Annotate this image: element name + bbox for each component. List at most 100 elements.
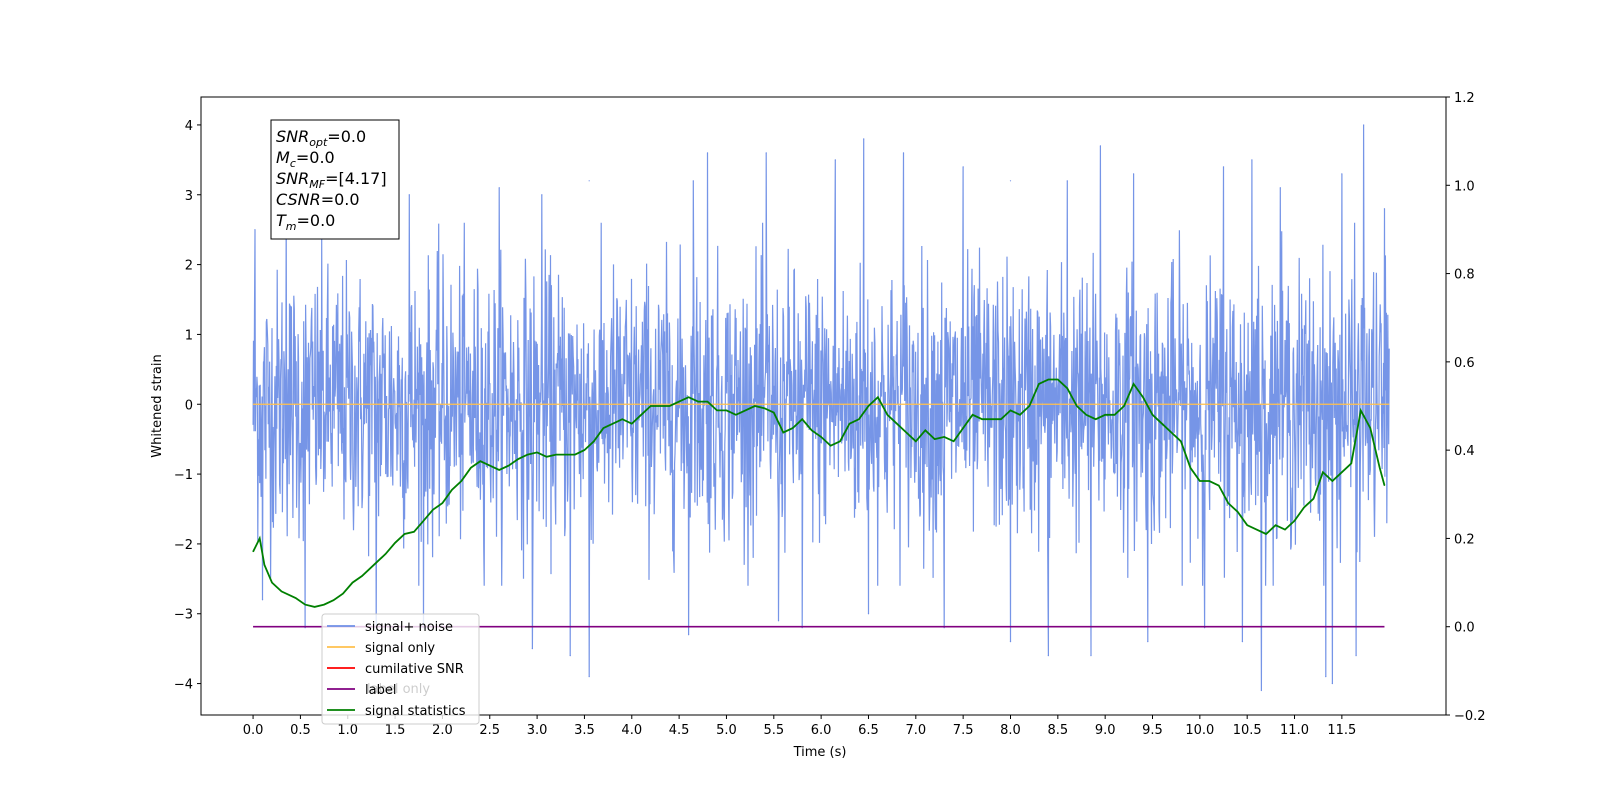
signal-noise-spike-point: [863, 138, 865, 140]
x-tick-label: 1.0: [337, 723, 358, 738]
signal-statistics-point: [953, 440, 955, 442]
signal-statistics-point: [782, 431, 784, 433]
signal-statistics-point: [1284, 529, 1286, 531]
signal-statistics-point: [574, 454, 576, 456]
x-tick-label: 2.0: [432, 723, 453, 738]
signal-statistics-point: [981, 418, 983, 420]
signal-noise-spike-point: [1355, 655, 1357, 657]
signal-statistics-point: [565, 454, 567, 456]
signal-statistics-point: [972, 414, 974, 416]
signal-noise-spike-point: [261, 599, 264, 601]
info-line-symbol: SNR: [276, 169, 309, 188]
signal-statistics-point: [1095, 418, 1097, 420]
signal-statistics-point: [716, 409, 718, 411]
x-tick-label: 11.0: [1280, 723, 1309, 738]
signal-statistics-point: [295, 597, 297, 599]
signal-statistics-point: [1360, 409, 1362, 411]
signal-statistics-point: [1019, 414, 1021, 416]
signal-statistics-point: [877, 396, 879, 398]
signal-statistics-point: [1256, 529, 1258, 531]
signal-statistics-point: [631, 423, 633, 425]
signal-noise-spike-point: [1047, 655, 1049, 657]
signal-noise-spike-point: [1222, 166, 1225, 168]
signal-noise-spike-point: [531, 648, 533, 650]
signal-statistics-point: [536, 451, 538, 453]
signal-statistics-point: [697, 401, 699, 403]
signal-statistics-point: [1180, 440, 1182, 442]
signal-statistics-point: [361, 575, 363, 577]
signal-statistics-point: [858, 418, 860, 420]
y-tick-label: −3: [174, 608, 193, 623]
info-line-value: =[4.17]: [325, 169, 387, 188]
signal-statistics-point: [333, 599, 335, 601]
info-box-line: SNRMF=[4.17]: [276, 169, 387, 191]
signal-noise-spike-point: [1099, 145, 1102, 147]
signal-statistics-point: [1076, 405, 1078, 407]
signal-noise-spike-point: [1132, 173, 1135, 175]
info-line-value: =0.0: [327, 127, 366, 146]
signal-statistics-point: [849, 423, 851, 425]
signal-statistics-point: [934, 438, 936, 440]
info-line-subscript: m: [286, 220, 297, 233]
plot-frame: [200, 96, 1447, 716]
signal-statistics-point: [517, 458, 519, 460]
signal-noise-spike-point: [1147, 641, 1149, 643]
signal-statistics-point: [263, 564, 265, 566]
signal-statistics-point: [1066, 387, 1068, 389]
signal-statistics-point: [744, 409, 746, 411]
signal-statistics-point: [1114, 414, 1116, 416]
info-line-subscript: opt: [309, 136, 328, 149]
signal-noise-spike-point: [588, 675, 590, 678]
signal-noise-spike-point: [1009, 641, 1012, 643]
info-line-symbol: CSNR: [276, 190, 321, 209]
signal-noise-spike-point: [834, 159, 836, 161]
signal-noise-spike-point: [588, 180, 590, 182]
signal-statistics-point: [754, 405, 756, 407]
signal-statistics-point: [688, 396, 690, 398]
y2-tick-label: 0.4: [1454, 444, 1475, 459]
signal-statistics-point: [991, 418, 993, 420]
signal-statistics-point: [546, 456, 548, 458]
signal-statistics-point: [441, 502, 443, 504]
signal-statistics-point: [1104, 414, 1106, 416]
signal-noise-spike-point: [765, 152, 767, 154]
x-tick-label: 9.0: [1095, 723, 1116, 738]
signal-statistics-point: [1009, 409, 1011, 411]
signal-statistics-point: [735, 414, 737, 416]
y2-tick-label: 0.2: [1454, 532, 1475, 547]
x-tick-label: 5.0: [716, 723, 737, 738]
signal-statistics-point: [1199, 480, 1201, 482]
signal-statistics-point: [593, 440, 595, 442]
info-line-value: =0.0: [321, 190, 360, 209]
legend-label-signal_statistics: signal statistics: [365, 704, 466, 719]
signal-statistics-point: [1085, 414, 1087, 416]
signal-statistics-point: [422, 520, 424, 522]
signal-statistics-point: [451, 489, 453, 491]
x-tick-label: 8.5: [1047, 723, 1068, 738]
signal-statistics-point: [602, 427, 604, 429]
signal-noise-spike-point: [1090, 655, 1092, 657]
legend-label-cumulative_snr: cumilative SNR: [365, 662, 464, 677]
signal-statistics-point: [1369, 427, 1371, 429]
signal-statistics-point: [773, 412, 775, 414]
signal-statistics-point: [811, 429, 813, 431]
y2-tick-label: 1.2: [1454, 91, 1475, 106]
info-line-subscript: c: [290, 157, 296, 170]
signal-statistics-point: [621, 418, 623, 420]
signal-statistics-point: [252, 551, 254, 553]
y2-tick-label: −0.2: [1454, 709, 1486, 724]
signal-statistics-point: [1383, 484, 1385, 486]
y-tick-label: −1: [174, 468, 193, 483]
signal-statistics-point: [905, 431, 907, 433]
x-tick-label: 3.0: [527, 723, 548, 738]
x-tick-label: 0.0: [243, 723, 264, 738]
y2-tick-label: 0.6: [1454, 356, 1475, 371]
signal-statistics-point: [385, 553, 387, 555]
signal-noise-spike-point: [962, 166, 964, 168]
signal-statistics-point: [1227, 502, 1229, 504]
signal-statistics-point: [1265, 533, 1267, 535]
signal-statistics-point: [1123, 405, 1125, 407]
signal-noise-spike-point: [1066, 180, 1068, 182]
x-tick-label: 0.5: [290, 723, 311, 738]
